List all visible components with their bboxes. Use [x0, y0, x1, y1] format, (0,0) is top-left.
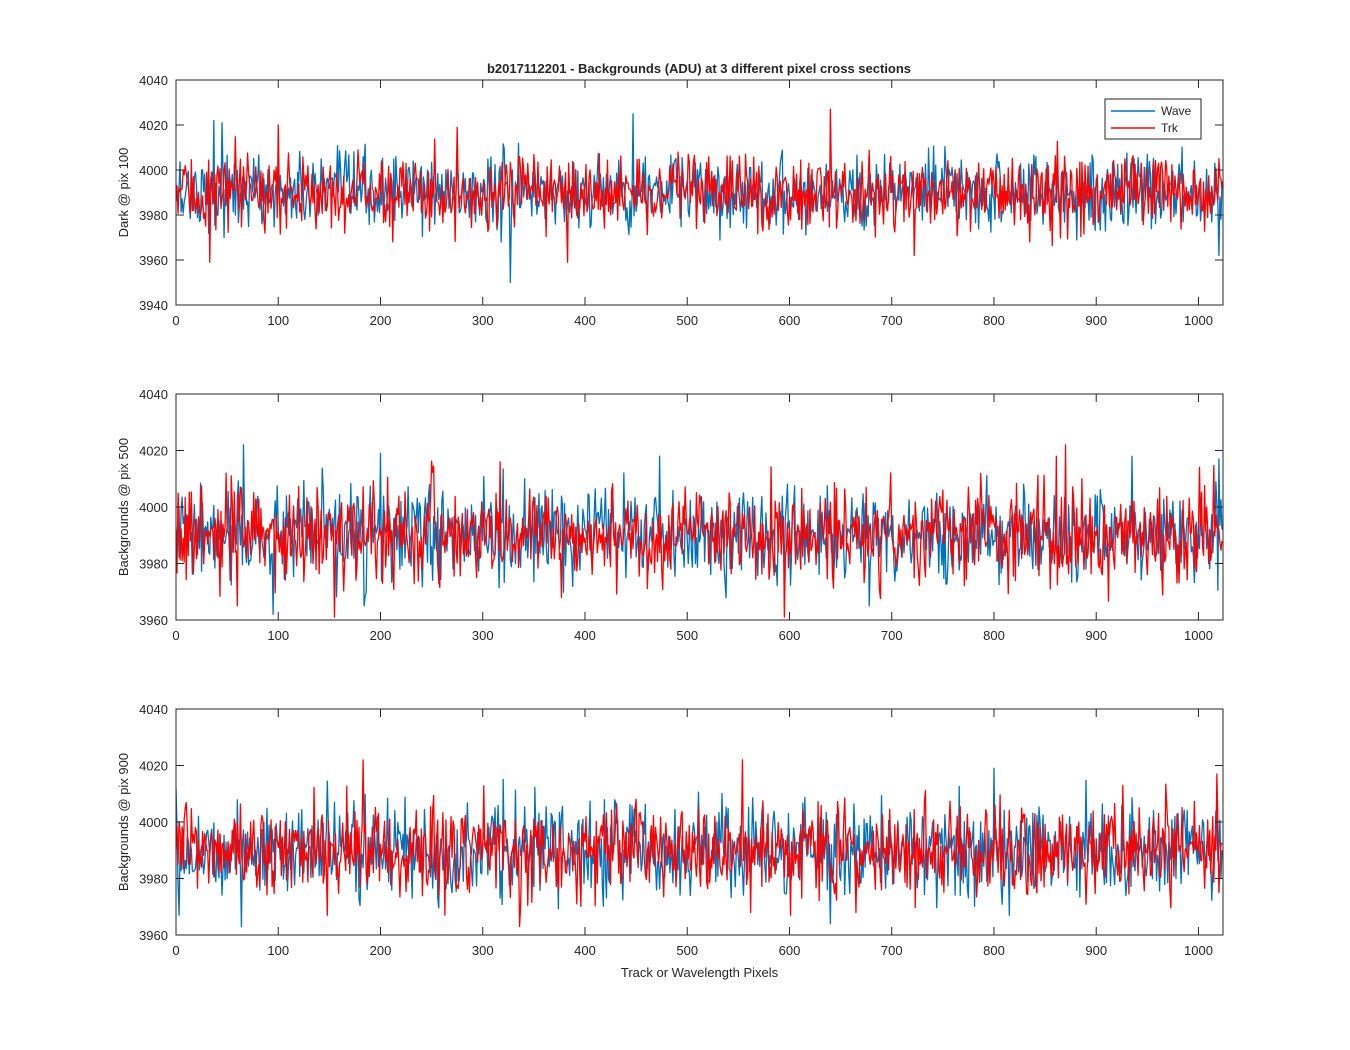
y-tick-label: 3960 — [139, 613, 168, 628]
legend-box — [1104, 98, 1202, 140]
x-tick-label: 300 — [472, 943, 494, 958]
x-tick-label: 600 — [779, 313, 801, 328]
x-tick-label: 700 — [881, 628, 903, 643]
y-tick-label: 4000 — [139, 815, 168, 830]
x-tick-label: 0 — [172, 313, 179, 328]
y-tick-label: 3960 — [139, 253, 168, 268]
x-tick-label: 600 — [779, 628, 801, 643]
x-tick-label: 300 — [472, 313, 494, 328]
x-tick-label: 0 — [172, 628, 179, 643]
y-tick-label: 4000 — [139, 163, 168, 178]
x-axis-label: Track or Wavelength Pixels — [621, 965, 779, 980]
y-tick-label: 4000 — [139, 500, 168, 515]
x-tick-label: 900 — [1085, 943, 1107, 958]
y-tick-label: 4040 — [139, 387, 168, 402]
x-tick-label: 600 — [779, 943, 801, 958]
x-tick-label: 400 — [574, 313, 596, 328]
x-tick-label: 100 — [267, 628, 289, 643]
y-tick-label: 3980 — [139, 557, 168, 572]
x-tick-label: 900 — [1085, 313, 1107, 328]
legend: Wave Trk — [1104, 98, 1202, 140]
x-tick-label: 800 — [983, 943, 1005, 958]
y-axis-label: Backgrounds @ pix 500 — [116, 438, 131, 576]
y-tick-label: 4040 — [139, 702, 168, 717]
axes-box — [175, 79, 1224, 306]
subplot-2: 0 100 200 300 400 500 600 700 800 900 1000 3960 3980… — [116, 387, 1224, 643]
y-tick-label: 4040 — [139, 73, 168, 88]
x-tick-label: 400 — [574, 943, 596, 958]
x-tick-label: 1000 — [1184, 313, 1213, 328]
x-tick-label: 1000 — [1184, 628, 1213, 643]
series-group — [176, 759, 1223, 928]
x-tick-label: 200 — [370, 943, 392, 958]
x-tick-label: 400 — [574, 628, 596, 643]
y-tick-label: 3980 — [139, 872, 168, 887]
x-tick-label: 200 — [370, 628, 392, 643]
y-axis-label: Backgrounds @ pix 900 — [116, 753, 131, 891]
x-tick-label: 0 — [172, 943, 179, 958]
y-tick-label: 4020 — [139, 444, 168, 459]
x-tick-label: 700 — [881, 943, 903, 958]
y-tick-label: 3940 — [139, 298, 168, 313]
x-tick-label: 100 — [267, 313, 289, 328]
y-tick-label: 3960 — [139, 928, 168, 943]
series-line-trk — [176, 759, 1223, 928]
x-tick-label: 1000 — [1184, 943, 1213, 958]
y-tick-label: 3980 — [139, 208, 168, 223]
subplot-3: 0 100 200 300 400 500 600 700 800 900 1000 3960 3980… — [116, 702, 1224, 980]
series-line-trk — [176, 108, 1223, 263]
x-tick-label: 500 — [676, 628, 698, 643]
x-tick-label: 800 — [983, 628, 1005, 643]
legend-label-wave: Wave — [1161, 104, 1192, 118]
y-tick-label: 4020 — [139, 118, 168, 133]
figure-title: b2017112201 - Backgrounds (ADU) at 3 dif… — [487, 61, 911, 76]
x-tick-label: 800 — [983, 313, 1005, 328]
y-tick-label: 4020 — [139, 759, 168, 774]
x-tick-label: 200 — [370, 313, 392, 328]
x-tick-label: 700 — [881, 313, 903, 328]
legend-label-trk: Trk — [1161, 121, 1179, 135]
series-group — [176, 444, 1223, 618]
x-tick-label: 500 — [676, 943, 698, 958]
subplot-1: 0 100 200 300 400 500 600 700 800 900 1000 3940 3960… — [116, 73, 1224, 328]
series-group — [176, 108, 1223, 284]
x-tick-label: 900 — [1085, 628, 1107, 643]
x-tick-label: 300 — [472, 628, 494, 643]
x-tick-label: 100 — [267, 943, 289, 958]
subplots: 0 100 200 300 400 500 600 700 800 900 100039403960… — [116, 73, 1224, 980]
series-line-trk — [176, 444, 1223, 618]
x-tick-label: 500 — [676, 313, 698, 328]
y-axis-label: Dark @ pix 100 — [116, 148, 131, 238]
